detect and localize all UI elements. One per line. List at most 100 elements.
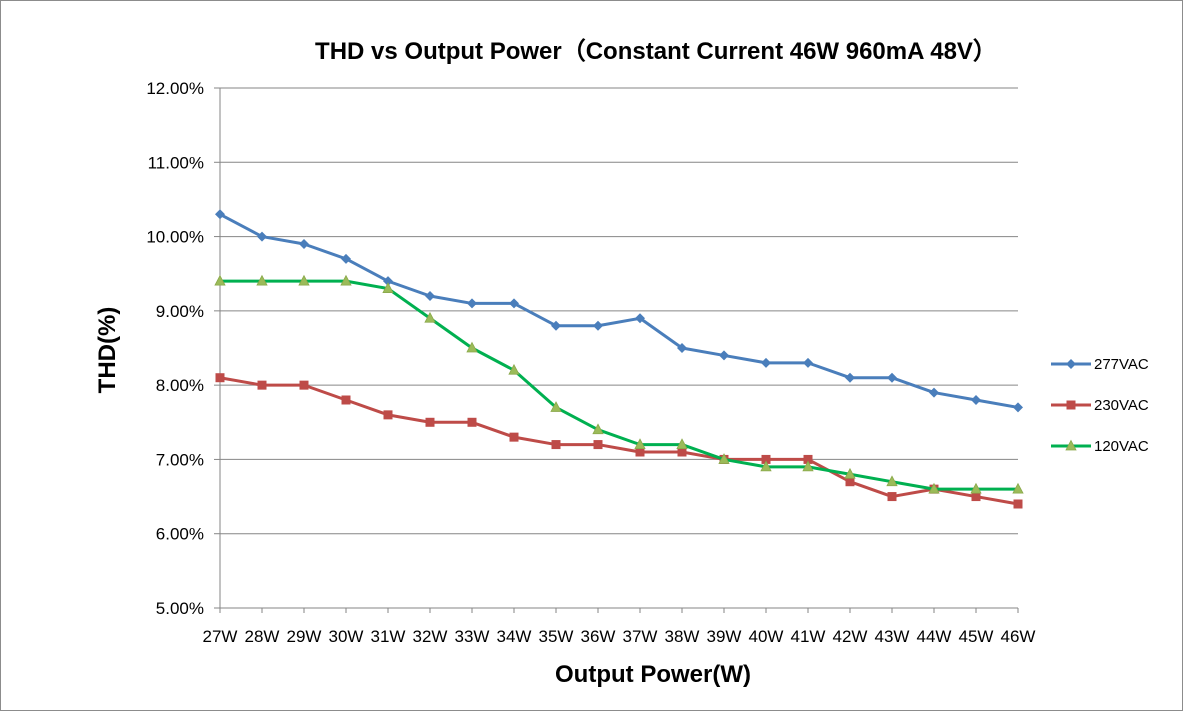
data-point	[676, 438, 688, 449]
data-point	[214, 274, 226, 286]
data-point	[845, 372, 855, 383]
series-line	[220, 279, 1018, 491]
data-point	[299, 239, 309, 249]
data-point	[340, 274, 352, 286]
data-point	[719, 350, 729, 361]
data-point	[592, 423, 604, 435]
x-tick-label: 34W	[497, 627, 532, 646]
data-point	[425, 291, 435, 301]
y-tick-labels: 5.00% 6.00% 7.00% 8.00% 9.00% 10.00% 11.00% 12.…	[146, 79, 204, 618]
y-tick-label: 11.00%	[148, 153, 204, 172]
legend-item: 277VAC	[1051, 356, 1149, 373]
series-line	[219, 212, 1019, 409]
data-point	[761, 357, 771, 368]
series-277VAC	[215, 209, 1023, 413]
legend-label: 277VAC	[1094, 356, 1149, 373]
data-point	[424, 311, 436, 323]
data-point	[298, 274, 310, 286]
data-point	[383, 410, 393, 420]
x-tick-label: 40W	[749, 627, 784, 646]
x-tick-label: 37W	[623, 627, 658, 646]
x-tick-label: 46W	[1001, 627, 1036, 646]
data-point	[593, 320, 603, 331]
data-point	[593, 440, 603, 450]
x-tick-label: 28W	[245, 627, 280, 646]
y-tick-label: 12.00%	[146, 79, 204, 98]
data-point	[887, 492, 897, 502]
data-point	[551, 440, 561, 450]
data-point	[215, 209, 225, 220]
data-point	[257, 231, 267, 242]
x-tick-label: 33W	[455, 627, 490, 646]
x-tick-label: 39W	[707, 627, 742, 646]
legend-item: 120VAC	[1051, 438, 1149, 455]
data-point	[761, 454, 771, 464]
chart-title: THD vs Output Power（Constant Current 46W…	[315, 38, 997, 65]
x-tick-label: 42W	[833, 627, 868, 646]
data-point	[718, 453, 730, 464]
x-axis-title: Output Power(W)	[555, 661, 751, 688]
data-point	[635, 313, 645, 324]
data-point	[971, 395, 981, 405]
data-point	[803, 357, 813, 368]
data-point	[845, 477, 855, 487]
data-point	[971, 492, 981, 502]
data-point	[341, 395, 351, 405]
data-point	[509, 432, 519, 442]
legend-item: 230VAC	[1051, 397, 1149, 414]
y-tick-label: 5.00%	[156, 599, 204, 618]
data-point	[425, 417, 435, 427]
data-point	[1013, 499, 1023, 509]
legend-swatch-marker	[1065, 439, 1077, 451]
x-tick-label: 36W	[581, 627, 616, 646]
data-point	[1013, 402, 1023, 413]
x-tick-label: 30W	[329, 627, 364, 646]
data-point	[970, 482, 982, 494]
series-line	[219, 376, 1019, 506]
data-point	[635, 447, 645, 457]
data-point	[257, 380, 267, 390]
data-point	[929, 387, 939, 398]
data-point	[467, 417, 477, 427]
grid-lines	[220, 87, 1018, 535]
y-tick-label: 10.00%	[146, 228, 204, 247]
data-point	[383, 276, 393, 287]
data-point	[803, 454, 813, 464]
x-tick-labels: 27W 28W 29W 30W 31W 32W 33W 34W 35W 36W 37W 38W 39W 4…	[203, 627, 1036, 646]
data-point	[677, 343, 687, 353]
data-point	[299, 380, 309, 390]
data-point	[215, 373, 225, 383]
axes	[214, 87, 1019, 613]
x-tick-label: 45W	[959, 627, 994, 646]
data-point	[844, 467, 856, 479]
data-point	[760, 460, 772, 472]
data-point	[509, 298, 519, 309]
y-tick-label: 7.00%	[156, 450, 204, 469]
legend-label: 230VAC	[1094, 397, 1149, 414]
x-tick-label: 41W	[791, 627, 826, 646]
legend-label: 120VAC	[1094, 438, 1149, 455]
data-point	[508, 363, 520, 375]
legend: 277VAC 230VAC 120VAC	[1051, 356, 1149, 455]
x-tick-label: 27W	[203, 627, 238, 646]
series-120VAC	[214, 274, 1024, 494]
data-point	[341, 253, 351, 264]
data-point	[467, 298, 477, 309]
x-tick-label: 32W	[413, 627, 448, 646]
data-point	[550, 401, 562, 412]
series-230VAC	[215, 373, 1023, 509]
data-point	[466, 341, 478, 353]
data-point	[677, 447, 687, 457]
x-tick-label: 44W	[917, 627, 952, 646]
y-axis-title: THD(%)	[94, 307, 121, 394]
x-tick-label: 29W	[287, 627, 322, 646]
legend-swatch-marker	[1066, 359, 1076, 369]
y-tick-label: 6.00%	[156, 525, 204, 544]
data-point	[634, 438, 646, 449]
x-tick-label: 38W	[665, 627, 700, 646]
data-point	[802, 460, 814, 472]
data-point	[887, 372, 897, 383]
x-tick-label: 43W	[875, 627, 910, 646]
